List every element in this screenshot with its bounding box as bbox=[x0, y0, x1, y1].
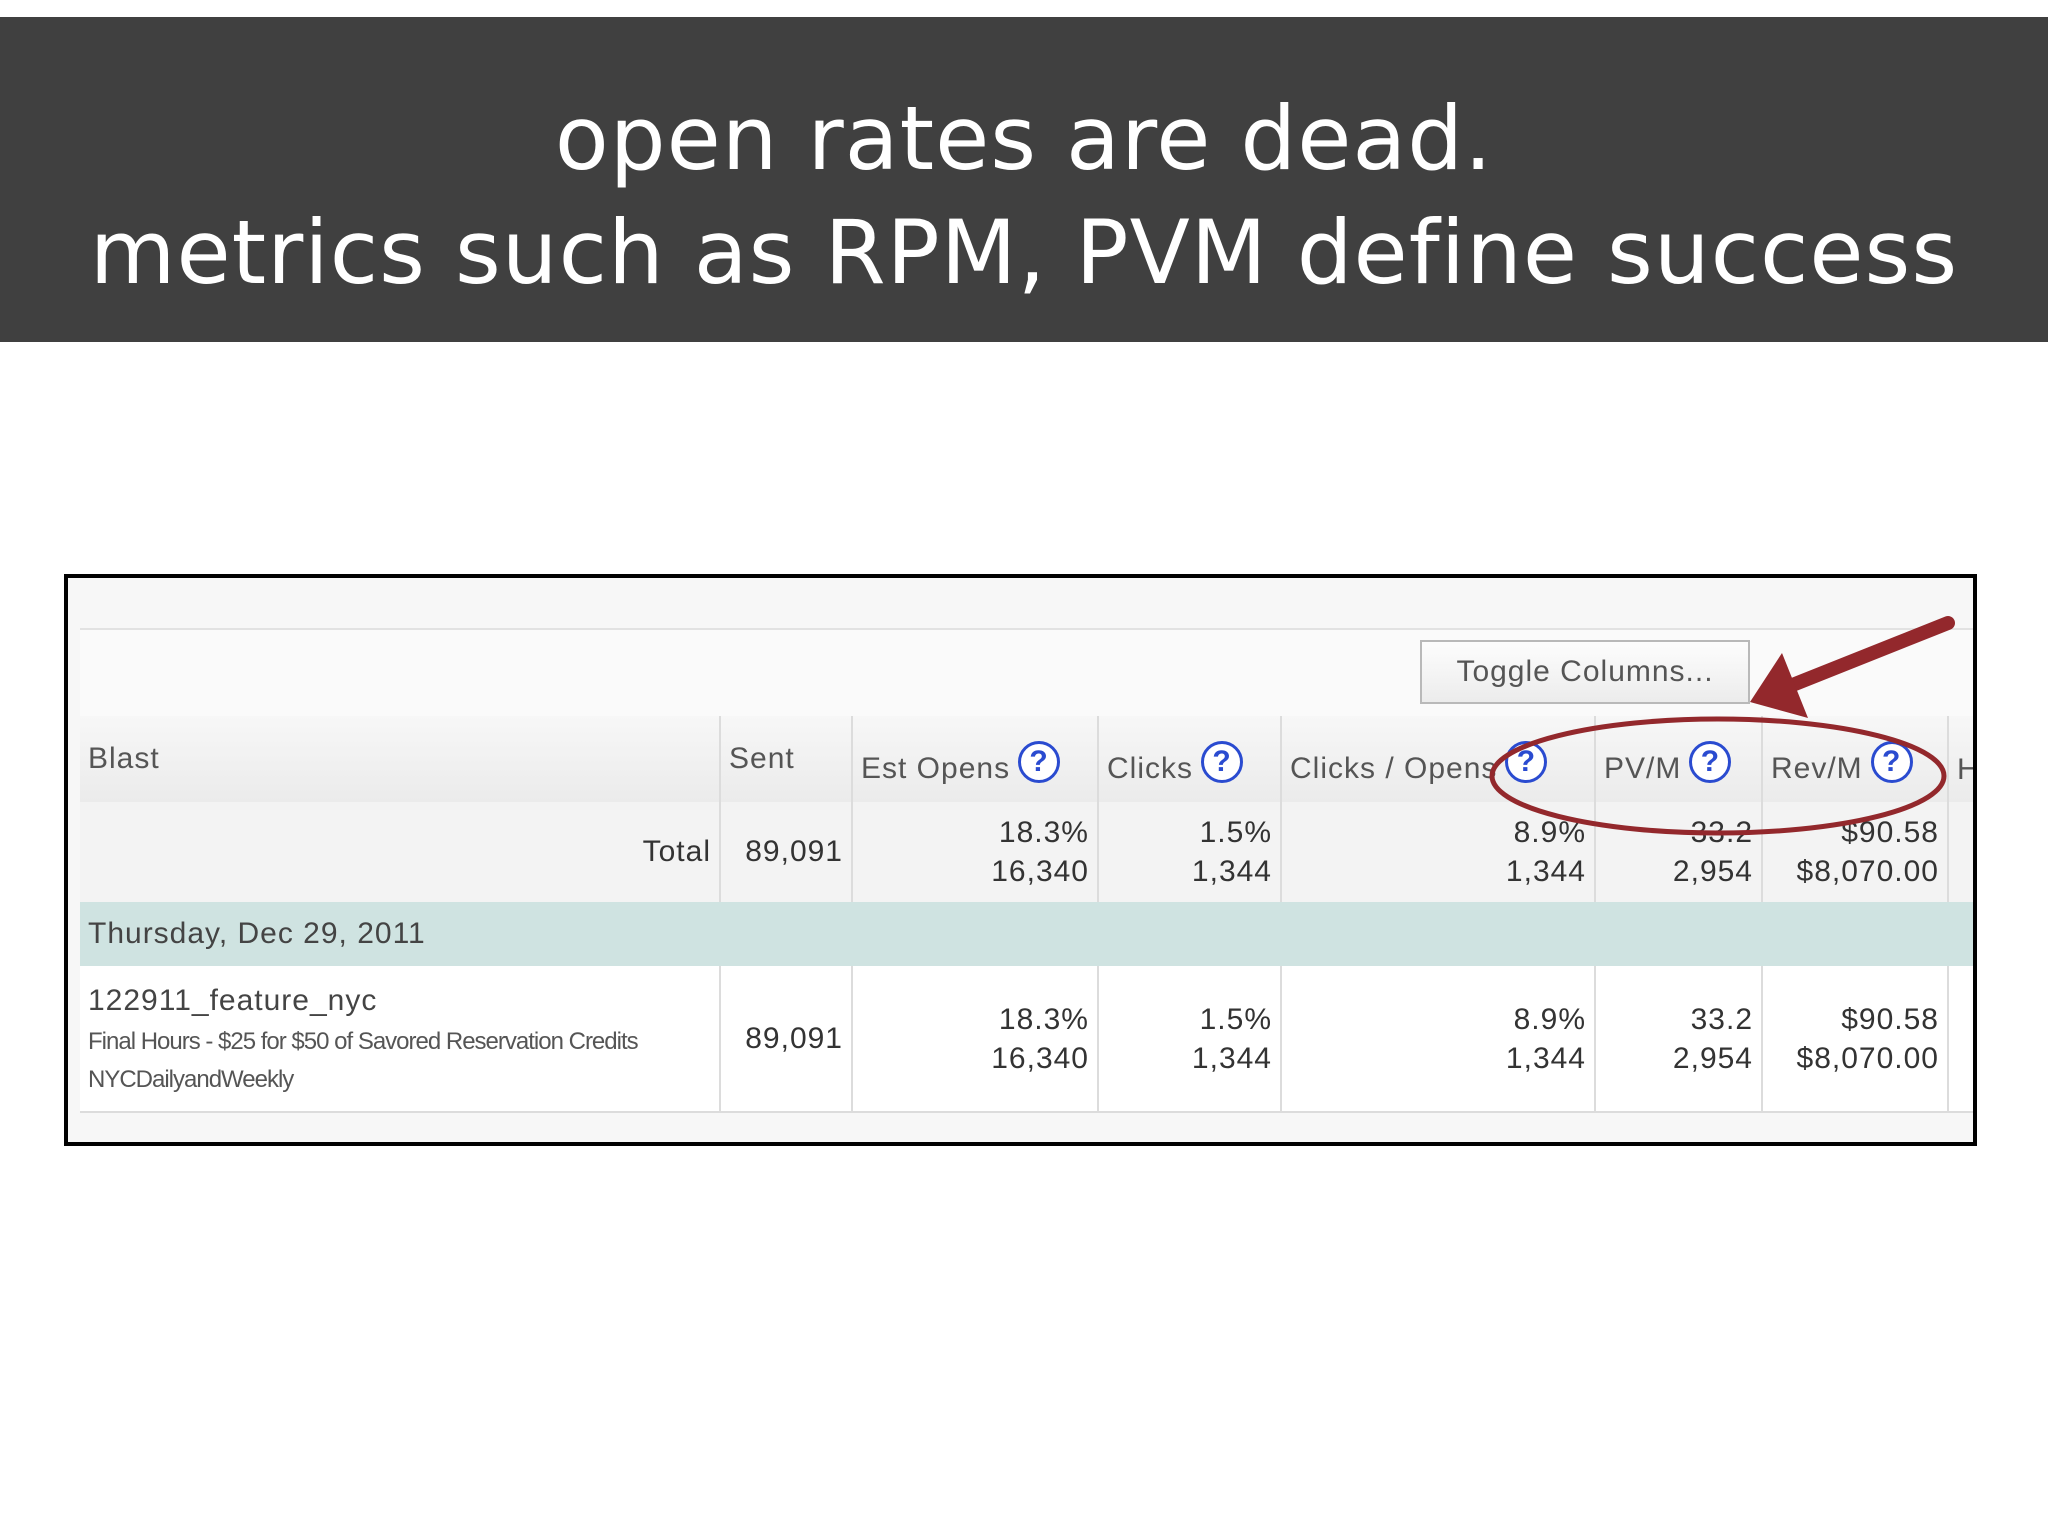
row-clicks-opens-count: 1,344 bbox=[1505, 1041, 1586, 1075]
col-clicks-opens-header[interactable]: Clicks / Opens? bbox=[1281, 716, 1596, 802]
date-group-label: Thursday, Dec 29, 2011 bbox=[80, 902, 1973, 966]
report-toolbar: Toggle Columns... bbox=[80, 628, 1973, 718]
header-row: Blast Sent Est Opens? Clicks? Clicks / O… bbox=[80, 716, 1973, 802]
row-clicks-count: 1,344 bbox=[1191, 1041, 1272, 1075]
blast-name[interactable]: 122911_feature_nyc bbox=[88, 983, 378, 1017]
row-clicks-opens-pct: 8.9% bbox=[1513, 1002, 1586, 1036]
help-icon[interactable]: ? bbox=[1689, 741, 1732, 783]
total-clicks-pct: 1.5% bbox=[1199, 816, 1272, 849]
total-rev: $8,070.00 bbox=[1796, 855, 1939, 888]
slide-title-line-1: open rates are dead. bbox=[554, 87, 1494, 190]
help-icon[interactable]: ? bbox=[1201, 741, 1243, 783]
col-blast-header[interactable]: Blast bbox=[80, 716, 721, 802]
total-sent: 89,091 bbox=[720, 802, 853, 902]
row-pvm: 33.2 bbox=[1690, 1002, 1753, 1036]
help-icon[interactable]: ? bbox=[1018, 741, 1061, 783]
help-icon[interactable]: ? bbox=[1505, 741, 1548, 783]
row-est-opens-count: 16,340 bbox=[991, 1041, 1089, 1075]
report-screenshot: Toggle Columns... Blast Sent Est Opens? … bbox=[64, 574, 1977, 1146]
blast-cell: 122911_feature_nyc Final Hours - $25 for… bbox=[80, 966, 721, 1113]
blast-list: NYCDailyandWeekly bbox=[88, 1065, 294, 1093]
row-revm: $90.58 bbox=[1841, 1002, 1939, 1036]
slide-title-line-2: metrics such as RPM, PVM define success bbox=[89, 201, 1959, 304]
date-group-row: Thursday, Dec 29, 2011 bbox=[80, 902, 1973, 966]
col-cut-header[interactable]: H bbox=[1948, 716, 1973, 802]
blast-report-table: Blast Sent Est Opens? Clicks? Clicks / O… bbox=[80, 716, 1973, 1113]
col-clicks-header[interactable]: Clicks? bbox=[1098, 716, 1282, 802]
total-clicks-opens-count: 1,344 bbox=[1505, 855, 1586, 888]
row-sent: 89,091 bbox=[720, 966, 853, 1113]
total-est-opens-pct: 18.3% bbox=[998, 816, 1089, 849]
total-label: Total bbox=[80, 802, 721, 902]
total-pv-count: 2,954 bbox=[1672, 855, 1753, 888]
row-rev: $8,070.00 bbox=[1796, 1041, 1939, 1075]
total-pvm: 33.2 bbox=[1690, 816, 1753, 849]
col-sent-header[interactable]: Sent bbox=[720, 716, 853, 802]
col-revm-header[interactable]: Rev/M? bbox=[1762, 716, 1949, 802]
row-clicks-pct: 1.5% bbox=[1199, 1002, 1272, 1036]
total-clicks-opens-pct: 8.9% bbox=[1513, 816, 1586, 849]
total-est-opens-count: 16,340 bbox=[991, 855, 1089, 888]
title-banner: open rates are dead. metrics such as RPM… bbox=[0, 17, 2048, 342]
total-clicks-count: 1,344 bbox=[1191, 855, 1272, 888]
row-pv-count: 2,954 bbox=[1672, 1041, 1753, 1075]
row-est-opens-pct: 18.3% bbox=[998, 1002, 1089, 1036]
toggle-columns-button[interactable]: Toggle Columns... bbox=[1420, 640, 1750, 704]
total-row: Total 89,091 18.3% 16,340 1.5% 1,344 8.9% 1… bbox=[80, 802, 1973, 902]
table-row[interactable]: 122911_feature_nyc Final Hours - $25 for… bbox=[80, 966, 1973, 1113]
blast-subject: Final Hours - $25 for $50 of Savored Res… bbox=[88, 1027, 639, 1055]
total-revm: $90.58 bbox=[1841, 816, 1939, 849]
help-icon[interactable]: ? bbox=[1870, 741, 1913, 783]
col-est-opens-header[interactable]: Est Opens? bbox=[852, 716, 1099, 802]
col-pvm-header[interactable]: PV/M? bbox=[1595, 716, 1763, 802]
